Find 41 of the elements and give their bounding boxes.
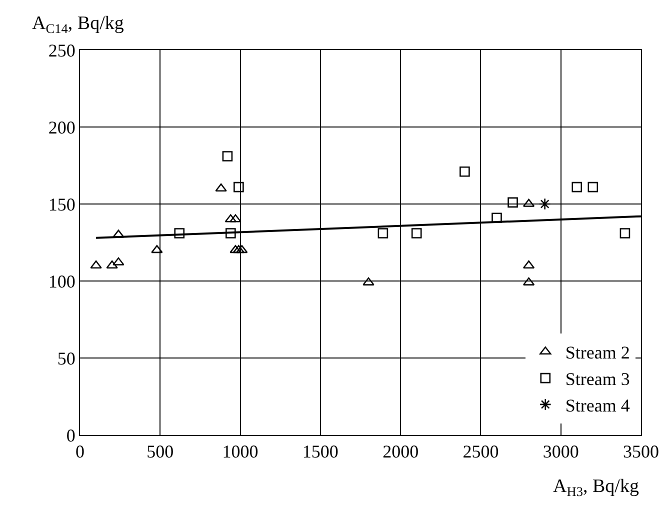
legend-label: Stream 2 bbox=[565, 342, 630, 363]
point bbox=[230, 245, 242, 254]
point bbox=[378, 228, 388, 238]
point bbox=[460, 166, 470, 177]
y-tick-label: 50 bbox=[57, 348, 76, 368]
point bbox=[215, 183, 227, 192]
y-tick-label: 150 bbox=[48, 194, 76, 214]
point bbox=[362, 277, 374, 286]
point bbox=[492, 212, 502, 224]
legend-label: Stream 3 bbox=[565, 369, 630, 390]
y-tick-label: 100 bbox=[48, 271, 76, 292]
point bbox=[588, 182, 598, 192]
x-tick-label: 2000 bbox=[382, 442, 419, 462]
point bbox=[151, 245, 163, 254]
point bbox=[234, 182, 244, 192]
point bbox=[90, 260, 102, 268]
point bbox=[236, 245, 248, 254]
x-tick-label: 3000 bbox=[542, 442, 579, 462]
point bbox=[226, 228, 236, 238]
x-tick-label: 1000 bbox=[222, 442, 258, 462]
point bbox=[230, 214, 242, 222]
y-tick-label: 200 bbox=[48, 117, 76, 138]
point bbox=[508, 197, 518, 208]
x-tick-label: 500 bbox=[146, 442, 174, 462]
x-tick-label: 1500 bbox=[302, 442, 338, 462]
point bbox=[222, 151, 233, 162]
point bbox=[411, 228, 422, 238]
point bbox=[112, 230, 124, 238]
point bbox=[572, 182, 582, 192]
y-tick-label: 250 bbox=[48, 40, 76, 60]
legend-label: Stream 4 bbox=[565, 395, 630, 416]
point bbox=[106, 260, 118, 268]
y-tick-label: 0 bbox=[66, 425, 76, 446]
point bbox=[174, 228, 185, 238]
point bbox=[112, 257, 124, 266]
x-tick-label: 3500 bbox=[623, 442, 659, 462]
x-axis-title: A$_{H3}$, Bq/kg bbox=[553, 476, 640, 499]
x-tick-label: 2500 bbox=[462, 442, 499, 462]
y-axis-title: A$_{C14}$, Bq/kg bbox=[32, 13, 124, 36]
point bbox=[620, 228, 630, 238]
point bbox=[538, 198, 551, 210]
